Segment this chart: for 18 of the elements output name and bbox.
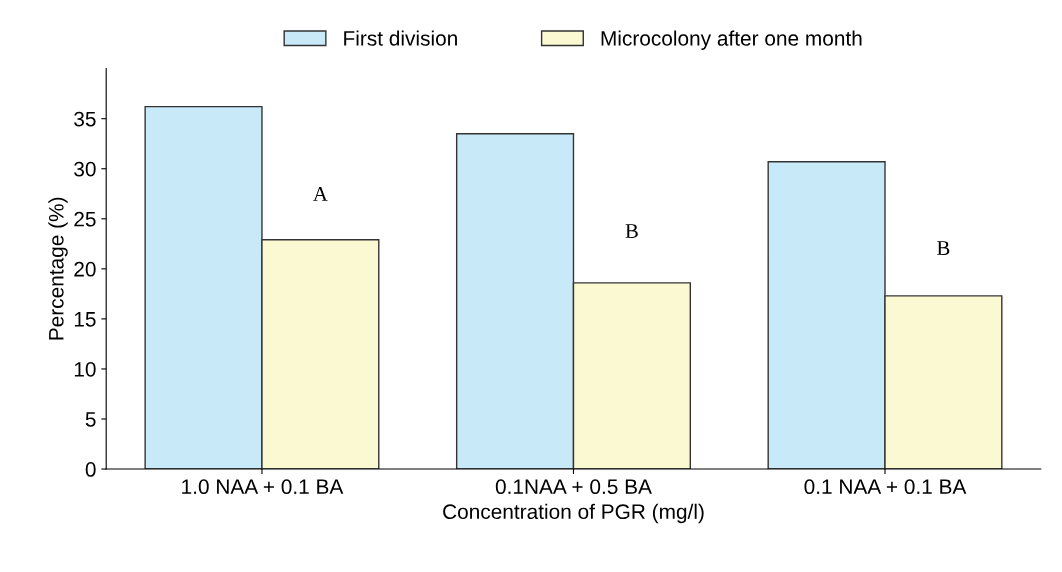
legend-label: Microcolony after one month xyxy=(601,30,862,50)
annotation: B xyxy=(625,224,638,238)
y-tick-label: 5 xyxy=(85,412,96,427)
x-tick-label: 0.1 NAA + 0.1 BA xyxy=(804,479,967,495)
x-axis-title: Concentration of PGR (mg/l) xyxy=(443,503,704,524)
y-tick-label: 35 xyxy=(74,111,96,127)
y-tick-label: 30 xyxy=(74,161,96,177)
legend-label: First division xyxy=(344,30,457,46)
y-tick-label: 0 xyxy=(85,462,96,477)
y-tick-label: 15 xyxy=(74,312,96,327)
y-tick-label: 25 xyxy=(74,211,96,227)
y-axis-title: Percentage (%) xyxy=(48,197,68,340)
y-tick-label: 10 xyxy=(74,361,96,377)
annotation: A xyxy=(313,187,328,201)
x-tick-label: 1.0 NAA + 0.1 BA xyxy=(182,479,344,495)
y-tick-label: 20 xyxy=(74,261,96,277)
annotation: B xyxy=(937,241,950,255)
x-tick-label: 0.1NAA + 0.5 BA xyxy=(495,479,652,495)
